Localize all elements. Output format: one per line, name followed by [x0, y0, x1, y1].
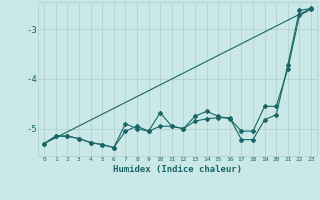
X-axis label: Humidex (Indice chaleur): Humidex (Indice chaleur) — [113, 165, 242, 174]
